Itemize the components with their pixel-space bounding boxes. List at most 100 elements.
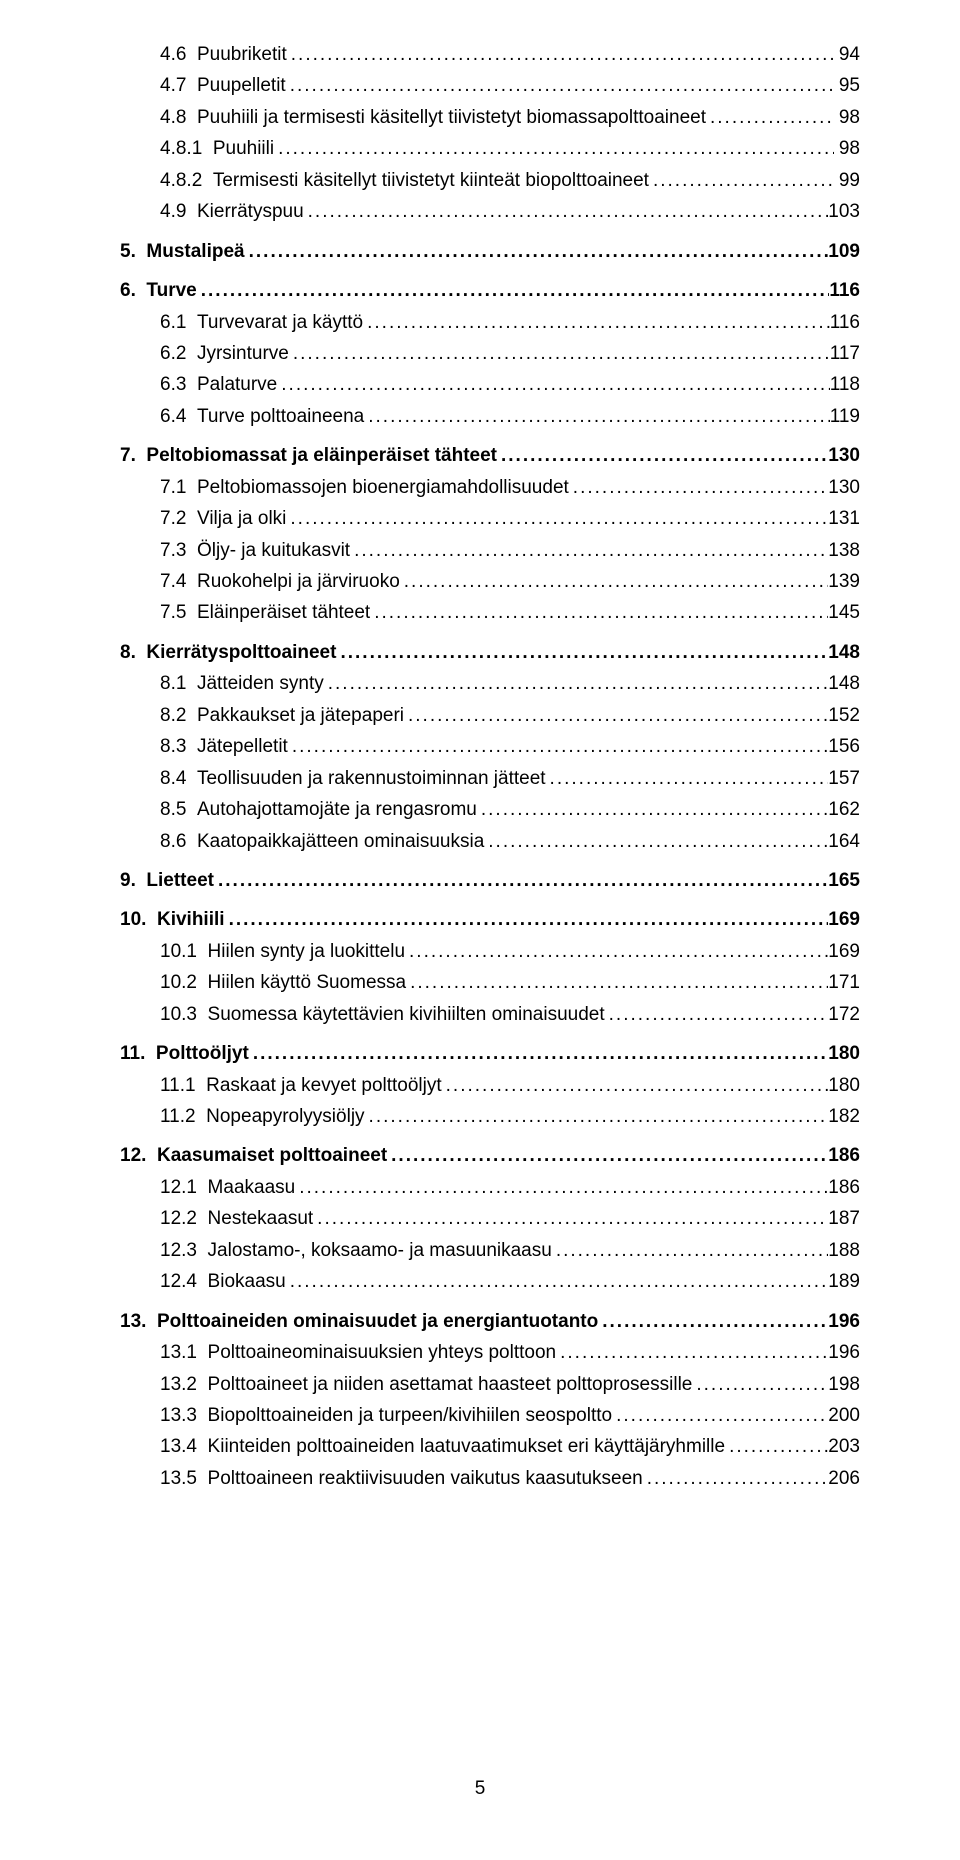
toc-title: Jätteiden synty [197, 669, 324, 698]
toc-row: 6.1 Turvevarat ja käyttö................… [120, 308, 860, 337]
toc-number: 7. [120, 441, 146, 470]
toc-number: 7.2 [160, 504, 197, 533]
toc-number: 11.1 [160, 1071, 206, 1100]
toc-row: 6.2 Jyrsinturve.........................… [120, 339, 860, 368]
toc-row: 8.4 Teollisuuden ja rakennustoiminnan jä… [120, 764, 860, 793]
toc-gap [120, 1133, 860, 1141]
toc-title: Nopeapyrolyysiöljy [206, 1102, 364, 1131]
toc-number: 8.5 [160, 795, 197, 824]
toc-row: 6. Turve................................… [120, 276, 860, 305]
toc-row: 7.1 Peltobiomassojen bioenergiamahdollis… [120, 473, 860, 502]
toc-title: Biopolttoaineiden ja turpeen/kivihiilen … [208, 1401, 613, 1430]
toc-leader: ........................................… [197, 276, 830, 305]
toc-row: 8.6 Kaatopaikkajätteen ominaisuuksia....… [120, 827, 860, 856]
toc-page: 119 [830, 402, 860, 431]
toc-number: 5. [120, 237, 146, 266]
toc-title: Kierrätyspuu [197, 197, 304, 226]
toc-page: 130 [828, 473, 860, 502]
toc-leader: ........................................… [214, 866, 828, 895]
toc-leader: ........................................… [313, 1204, 828, 1233]
toc-title: Kivihiili [157, 905, 225, 934]
toc-number: 7.1 [160, 473, 197, 502]
toc-title: Polttoaineet ja niiden asettamat haastee… [208, 1370, 693, 1399]
toc-title: Palaturve [197, 370, 277, 399]
toc-leader: ........................................… [400, 567, 829, 596]
toc-leader: ........................................… [365, 1102, 829, 1131]
toc-number: 13.1 [160, 1338, 208, 1367]
toc-row: 4.8 Puuhiili ja termisesti käsitellyt ti… [120, 103, 860, 132]
toc-gap [120, 897, 860, 905]
toc-row: 8.2 Pakkaukset ja jätepaperi............… [120, 701, 860, 730]
toc-title: Kiinteiden polttoaineiden laatuvaatimuks… [208, 1432, 726, 1461]
toc-row: 11.1 Raskaat ja kevyet polttoöljyt......… [120, 1071, 860, 1100]
toc-title: Polttoaineiden ominaisuudet ja energiant… [157, 1307, 598, 1336]
toc-leader: ........................................… [249, 1039, 828, 1068]
toc-title: Turve [146, 276, 196, 305]
toc-page: 171 [828, 968, 860, 997]
toc-row: 12.1 Maakaasu...........................… [120, 1173, 860, 1202]
toc-number: 4.8.2 [160, 166, 213, 195]
toc-number: 10. [120, 905, 157, 934]
toc-leader: ........................................… [363, 308, 830, 337]
toc-title: Puubriketit [197, 40, 287, 69]
toc-number: 6. [120, 276, 146, 305]
toc-number: 8. [120, 638, 146, 667]
toc-leader: ........................................… [725, 1432, 828, 1461]
toc-row: 8. Kierrätyspolttoaineet................… [120, 638, 860, 667]
toc-title: Maakaasu [208, 1173, 296, 1202]
toc-page: 116 [829, 276, 860, 305]
toc-leader: ........................................… [245, 237, 829, 266]
toc-title: Kaasumaiset polttoaineet [157, 1141, 387, 1170]
toc-leader: ........................................… [324, 669, 829, 698]
toc-number: 8.4 [160, 764, 197, 793]
toc-gap [120, 433, 860, 441]
toc-leader: ........................................… [477, 795, 828, 824]
toc-leader: ........................................… [706, 103, 834, 132]
toc-number: 12. [120, 1141, 157, 1170]
toc-page: 94 [834, 40, 860, 69]
toc-row: 11.2 Nopeapyrolyysiöljy.................… [120, 1102, 860, 1131]
toc-leader: ........................................… [556, 1338, 828, 1367]
toc-page: 157 [828, 764, 860, 793]
toc-number: 13. [120, 1307, 157, 1336]
toc-leader: ........................................… [364, 402, 829, 431]
toc-leader: ........................................… [552, 1236, 828, 1265]
toc-number: 12.1 [160, 1173, 208, 1202]
toc-gap [120, 1299, 860, 1307]
toc-page: 206 [828, 1464, 860, 1493]
toc-row: 13. Polttoaineiden ominaisuudet ja energ… [120, 1307, 860, 1336]
toc-number: 4.8.1 [160, 134, 213, 163]
toc-page: 169 [828, 905, 860, 934]
toc-title: Jalostamo-, koksaamo- ja masuunikaasu [208, 1236, 552, 1265]
toc-page: 98 [834, 134, 860, 163]
toc-leader: ........................................… [287, 40, 834, 69]
toc-leader: ........................................… [598, 1307, 828, 1336]
toc-title: Mustalipeä [146, 237, 244, 266]
toc-row: 8.3 Jätepelletit........................… [120, 732, 860, 761]
toc-page: 95 [834, 71, 860, 100]
toc-leader: ........................................… [295, 1173, 828, 1202]
toc-number: 4.8 [160, 103, 197, 132]
toc-number: 8.2 [160, 701, 197, 730]
toc-page: 203 [828, 1432, 860, 1461]
toc-row: 5. Mustalipeä...........................… [120, 237, 860, 266]
toc-page: 172 [828, 1000, 860, 1029]
toc-page: 187 [828, 1204, 860, 1233]
toc-page: 182 [828, 1102, 860, 1131]
toc-number: 13.5 [160, 1464, 208, 1493]
toc-title: Peltobiomassat ja eläinperäiset tähteet [146, 441, 497, 470]
toc-number: 7.4 [160, 567, 197, 596]
toc-title: Ruokohelpi ja järviruoko [197, 567, 400, 596]
toc-number: 4.9 [160, 197, 197, 226]
toc-title: Suomessa käytettävien kivihiilten ominai… [208, 1000, 605, 1029]
toc-title: Turvevarat ja käyttö [197, 308, 363, 337]
toc-row: 12.4 Biokaasu...........................… [120, 1267, 860, 1296]
toc-number: 12.3 [160, 1236, 208, 1265]
toc-number: 7.3 [160, 536, 197, 565]
toc-row: 6.4 Turve polttoaineena.................… [120, 402, 860, 431]
toc-row: 7.3 Öljy- ja kuitukasvit................… [120, 536, 860, 565]
toc-title: Nestekaasut [208, 1204, 314, 1233]
toc-leader: ........................................… [405, 937, 828, 966]
toc-row: 4.8.2 Termisesti käsitellyt tiivistetyt … [120, 166, 860, 195]
toc-number: 12.2 [160, 1204, 208, 1233]
